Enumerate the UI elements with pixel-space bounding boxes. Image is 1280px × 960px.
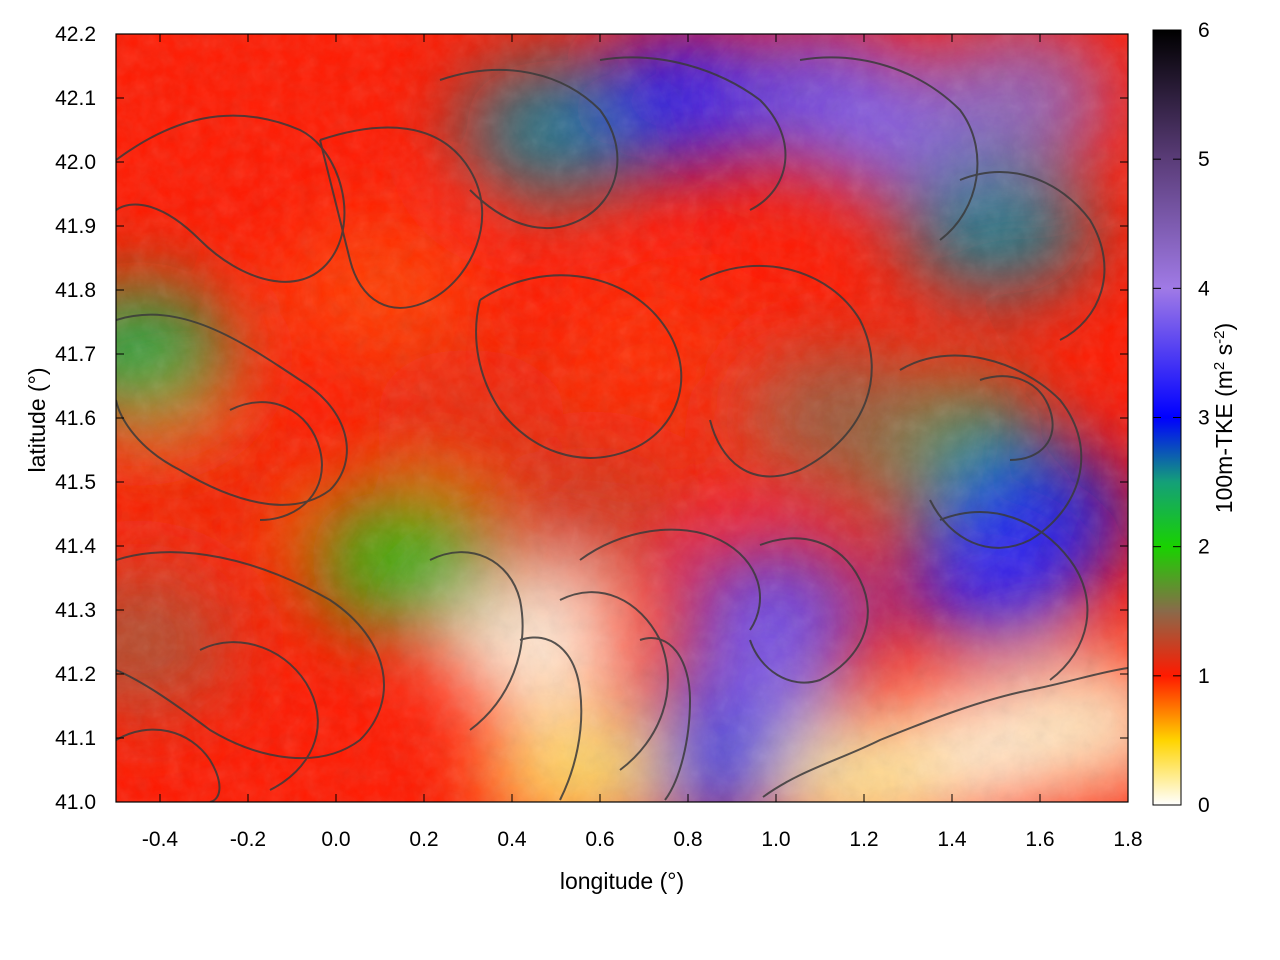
x-axis-label: longitude (°) [560,868,684,894]
y-tick-label: 41.3 [55,599,96,622]
x-tick-label: 0.6 [585,828,614,851]
x-tick-label: 1.4 [937,828,967,851]
y-axis-label: latitude (°) [24,367,50,472]
colorbar-tick-label: 1 [1198,665,1210,688]
x-tick-label: 0.8 [673,828,702,851]
y-axis: 41.0 41.1 41.2 41.3 41.4 41.5 41.6 41.7 41.8 41.9… [55,23,1128,814]
colorbar-ticks: 0 1 2 3 4 5 6 [1153,19,1210,817]
colorbar-tick-label: 3 [1198,407,1210,430]
y-tick-label: 41.8 [55,279,96,302]
colorbar: 0 1 2 3 4 5 6 100m-TKE (m2 s-2) [1152,19,1237,817]
y-tick-label: 41.5 [55,471,96,494]
y-tick-label: 42.0 [55,151,96,174]
plot-area [116,34,1128,802]
orography-contours [116,56,1128,802]
y-tick-label: 41.7 [55,343,96,366]
y-tick-label: 41.2 [55,663,96,686]
y-tick-label: 42.1 [55,87,96,110]
y-tick-label: 41.0 [55,791,96,814]
y-tick-label: 42.2 [55,23,96,46]
x-tick-label: 1.0 [761,828,790,851]
colorbar-label: 100m-TKE (m2 s-2) [1211,323,1237,513]
x-tick-label: 1.8 [1113,828,1142,851]
field-texture [116,34,1128,802]
x-tick-label: 0.4 [497,828,527,851]
colorbar-tick-label: 5 [1198,148,1210,171]
colorbar-tick-label: 2 [1198,536,1210,559]
x-tick-label: -0.2 [230,828,266,851]
colorbar-tick-label: 4 [1198,277,1210,300]
y-tick-label: 41.4 [55,535,96,558]
x-tick-label: 1.2 [849,828,878,851]
y-tick-label: 41.9 [55,215,96,238]
colorbar-tick-label: 0 [1198,794,1210,817]
x-tick-label: 0.0 [321,828,350,851]
x-tick-label: 1.6 [1025,828,1054,851]
colorbar-tick-label: 6 [1198,19,1210,42]
y-tick-label: 41.1 [55,727,96,750]
y-tick-label: 41.6 [55,407,96,430]
x-axis: -0.4 -0.2 0.0 0.2 0.4 0.6 0.8 1.0 1.2 1.4 1.6 1.8 [142,34,1143,851]
x-tick-label: 0.2 [409,828,438,851]
x-tick-label: -0.4 [142,828,179,851]
